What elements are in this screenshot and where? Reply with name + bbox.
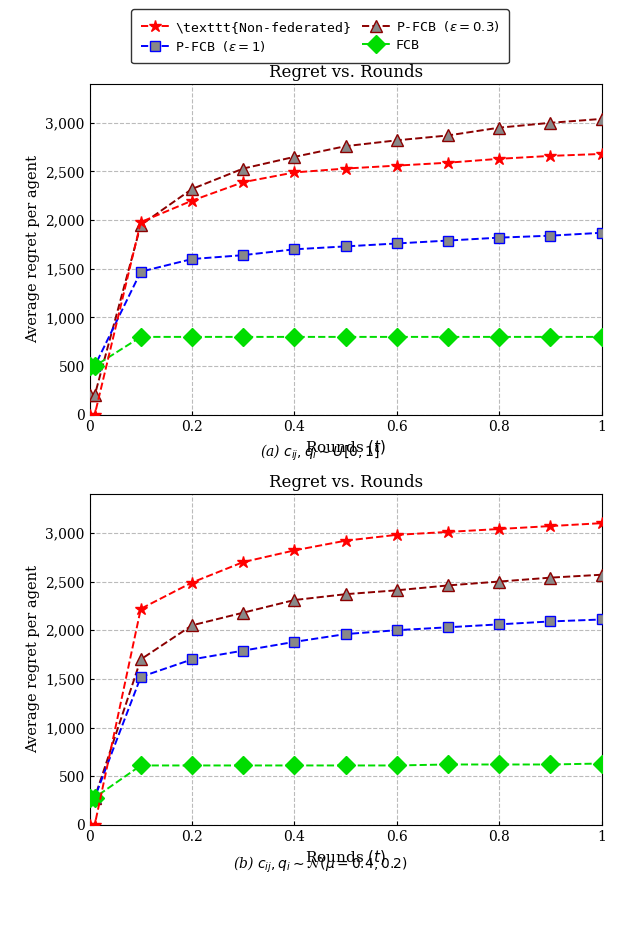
Text: (b) $c_{ij}, q_i \sim \mathcal{N}(\mu=0.4, 0.2)$: (b) $c_{ij}, q_i \sim \mathcal{N}(\mu=0.… — [232, 855, 408, 875]
Y-axis label: Average regret per agent: Average regret per agent — [26, 156, 40, 343]
Y-axis label: Average regret per agent: Average regret per agent — [26, 566, 40, 753]
Legend: \texttt{Non-federated}, P-FCB $(\epsilon=1)$, P-FCB $(\epsilon=0.3)$, FCB: \texttt{Non-federated}, P-FCB $(\epsilon… — [131, 9, 509, 63]
Title: Regret vs. Rounds: Regret vs. Rounds — [269, 474, 422, 491]
X-axis label: Rounds $(t)$: Rounds $(t)$ — [305, 438, 386, 456]
X-axis label: Rounds $(t)$: Rounds $(t)$ — [305, 848, 386, 866]
Title: Regret vs. Rounds: Regret vs. Rounds — [269, 64, 422, 81]
Text: (a) $c_{ij}, q_i \sim U[0,1]$: (a) $c_{ij}, q_i \sim U[0,1]$ — [260, 443, 380, 463]
